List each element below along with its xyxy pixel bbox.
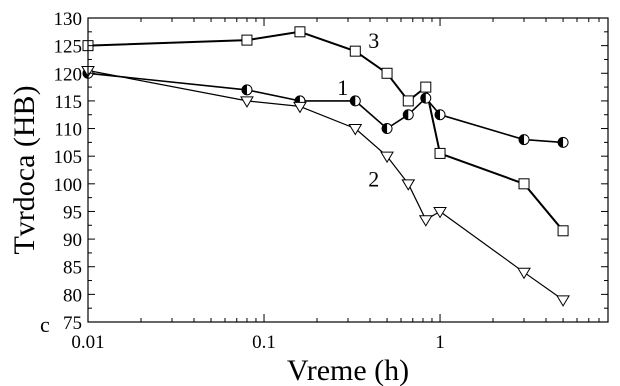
series-1-line bbox=[87, 72, 564, 144]
marker-fill bbox=[350, 95, 356, 106]
x-tick-label: 0.1 bbox=[252, 332, 276, 353]
y-tick-label: 110 bbox=[54, 120, 82, 141]
y-tick-label: 105 bbox=[54, 147, 83, 168]
y-tick-label: 130 bbox=[54, 9, 83, 30]
series-1-point bbox=[420, 92, 432, 104]
series-2-point bbox=[348, 124, 363, 136]
marker-fill bbox=[420, 93, 426, 104]
series-label-1: 1 bbox=[337, 75, 348, 100]
series-1-point bbox=[402, 109, 414, 121]
series-1-point bbox=[381, 123, 393, 135]
series-3-point bbox=[402, 95, 414, 107]
y-tick-label: 100 bbox=[54, 175, 83, 196]
panel-label: c bbox=[40, 312, 50, 337]
series-2-line bbox=[87, 69, 564, 301]
series-1-point bbox=[434, 109, 446, 121]
marker-fill bbox=[519, 134, 525, 145]
series-2-point bbox=[293, 101, 307, 114]
series-2-point bbox=[240, 96, 254, 108]
series-1-point bbox=[557, 136, 569, 148]
plot-layer: 31 2 bbox=[81, 26, 570, 307]
marker-fill bbox=[241, 84, 247, 95]
series-1-point bbox=[518, 134, 530, 146]
y-tick-label: 90 bbox=[63, 230, 82, 251]
marker-fill bbox=[435, 109, 441, 120]
y-tick-label: 85 bbox=[63, 258, 82, 279]
series-label-3: 3 bbox=[368, 28, 379, 53]
y-tick-label: 115 bbox=[54, 92, 82, 113]
series-3-point bbox=[434, 147, 446, 159]
y-tick-label: 80 bbox=[63, 285, 82, 306]
series-2-point bbox=[418, 215, 433, 227]
series-3-point bbox=[518, 178, 530, 190]
series-3-point bbox=[381, 67, 393, 79]
x-tick-label: 0.01 bbox=[71, 332, 104, 353]
series-2-point bbox=[401, 179, 416, 191]
marker-fill bbox=[382, 123, 388, 134]
series-3-point bbox=[557, 225, 569, 237]
x-axis-label: Vreme (h) bbox=[287, 354, 409, 386]
y-tick-label: 75 bbox=[63, 313, 82, 334]
series-3-line bbox=[87, 30, 564, 232]
series-2-point bbox=[517, 267, 531, 280]
series-3-point bbox=[294, 26, 306, 38]
y-axis-label: Tvrdoca (HB) bbox=[8, 85, 41, 254]
y-tick-label: 125 bbox=[54, 37, 83, 58]
axis-layer: 75 80 85 90 95 100 105 110 115 120 125 130 0.01 0.1 1 bbox=[54, 9, 609, 353]
marker-fill bbox=[403, 109, 409, 120]
series-2-point bbox=[380, 151, 394, 164]
series-1-point bbox=[241, 84, 253, 96]
series-3-point bbox=[349, 45, 361, 57]
series-2-point bbox=[433, 206, 447, 219]
series-3-point bbox=[241, 34, 253, 46]
series-1-point bbox=[349, 95, 361, 107]
series-2-point bbox=[556, 295, 570, 307]
marker-fill bbox=[558, 137, 564, 148]
series-3-point bbox=[420, 81, 432, 93]
series-label-2: 2 bbox=[368, 166, 379, 191]
y-tick-label: 95 bbox=[63, 202, 82, 223]
x-tick-label: 1 bbox=[435, 332, 445, 353]
y-tick-label: 120 bbox=[54, 64, 83, 85]
